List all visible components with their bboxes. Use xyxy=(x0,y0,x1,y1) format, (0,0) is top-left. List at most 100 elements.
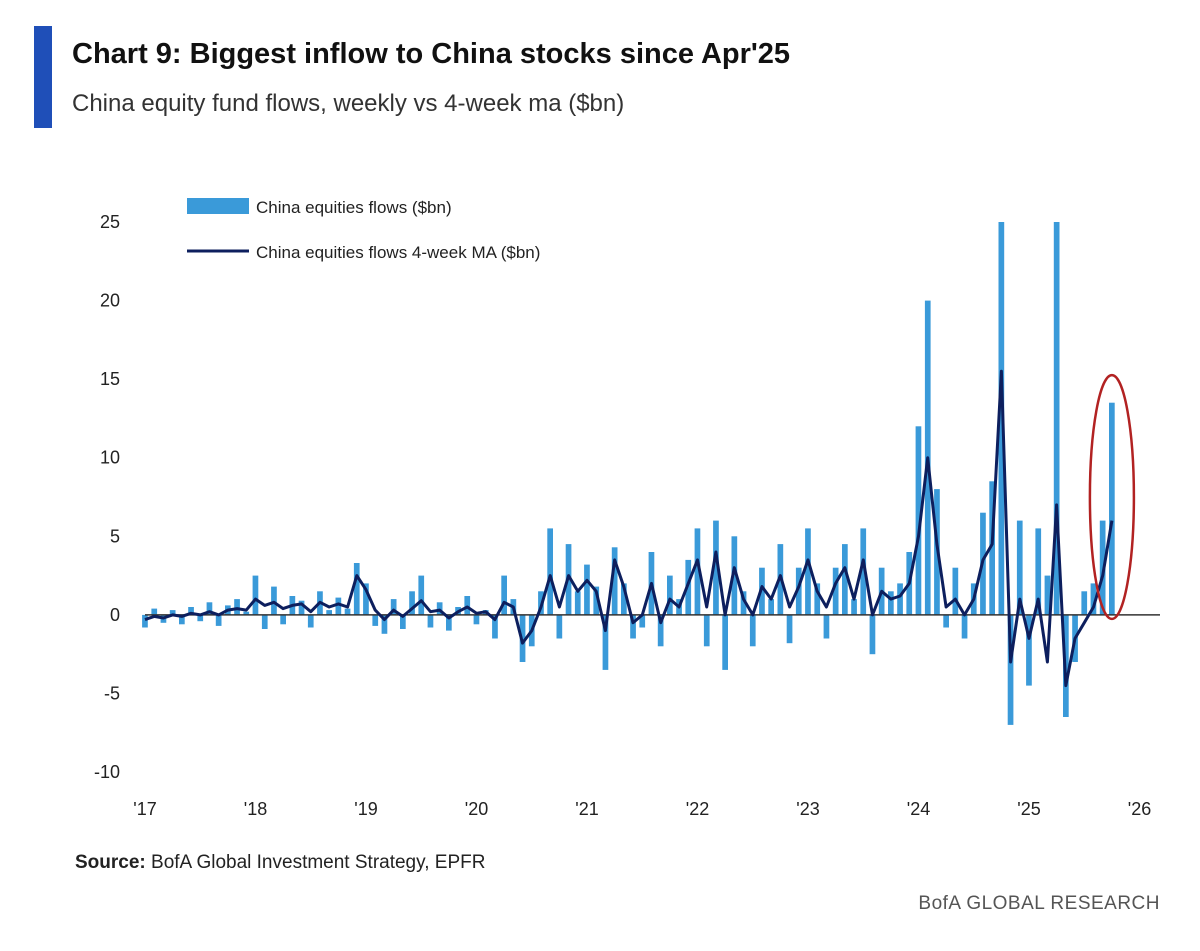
flow-bar xyxy=(446,614,452,631)
x-tick-label: '24 xyxy=(907,799,930,819)
flow-bar xyxy=(842,544,848,615)
flow-bar xyxy=(1090,583,1097,615)
flow-bar xyxy=(215,614,222,626)
legend: China equities flows ($bn) China equitie… xyxy=(187,198,540,262)
flow-bar xyxy=(731,536,738,615)
y-axis-ticks: 25 20 15 10 5 0 -5 -10 xyxy=(94,212,120,782)
ma-series-line xyxy=(144,369,1114,688)
flow-bar xyxy=(234,599,240,615)
x-tick-label: '19 xyxy=(354,799,377,819)
flow-bar xyxy=(492,614,498,639)
flow-bar xyxy=(722,614,728,670)
y-tick-label: -10 xyxy=(94,762,120,782)
flow-bar xyxy=(344,608,351,615)
flows-chart: 25 20 15 10 5 0 -5 -10 '17 '18 '19 '20 '21 '22 '23 '24… xyxy=(94,198,1160,819)
flow-bar xyxy=(390,599,397,615)
y-tick-label: 15 xyxy=(100,369,120,389)
flow-bar xyxy=(713,520,719,615)
x-tick-label: '22 xyxy=(686,799,709,819)
x-tick-label: '21 xyxy=(575,799,598,819)
flow-bar xyxy=(639,614,646,628)
flow-bar xyxy=(418,575,425,615)
flow-bar xyxy=(547,528,553,615)
flow-bar xyxy=(243,611,250,615)
chart-title: Chart 9: Biggest inflow to China stocks … xyxy=(72,38,791,70)
flow-bar xyxy=(961,614,968,639)
flow-bar xyxy=(593,586,600,615)
flow-bar xyxy=(271,586,277,615)
flow-bar xyxy=(381,614,388,634)
flow-bar xyxy=(860,528,867,615)
flow-bar xyxy=(1007,614,1014,725)
source-label: Source: xyxy=(75,852,146,873)
flow-bar xyxy=(989,481,995,615)
flow-bar xyxy=(1053,222,1060,615)
flow-bar xyxy=(409,591,415,615)
title-accent-bar xyxy=(34,26,52,128)
flow-bar xyxy=(888,591,894,615)
flow-bar xyxy=(998,222,1005,615)
flow-bar xyxy=(768,599,774,615)
source-text: BofA Global Investment Strategy, EPFR xyxy=(145,852,486,873)
flow-bar xyxy=(307,614,314,628)
flow-bar xyxy=(602,614,609,670)
flow-bar xyxy=(151,608,158,615)
flow-bar xyxy=(179,614,185,625)
flow-bar xyxy=(1109,402,1115,615)
flow-bar xyxy=(574,591,581,615)
flow-bar xyxy=(335,597,342,615)
flow-bar xyxy=(851,599,857,615)
flow-bar xyxy=(501,575,507,615)
flow-bar xyxy=(694,528,701,615)
flow-bar xyxy=(667,575,673,615)
flow-bar xyxy=(1035,528,1042,615)
x-tick-label: '20 xyxy=(465,799,488,819)
flow-bar xyxy=(621,583,627,615)
flow-bar xyxy=(1016,520,1023,615)
flow-bar xyxy=(206,602,213,615)
flow-bar xyxy=(740,591,747,615)
flow-bar xyxy=(1044,575,1051,615)
flow-bar xyxy=(464,596,471,615)
y-tick-label: -5 xyxy=(104,683,120,703)
highlight-ellipse xyxy=(1088,373,1136,621)
y-tick-label: 0 xyxy=(110,605,120,625)
flow-bar xyxy=(869,614,876,655)
flow-bar xyxy=(372,614,379,626)
y-tick-label: 25 xyxy=(100,212,120,232)
flow-bar xyxy=(786,614,793,644)
flow-bar xyxy=(400,614,406,629)
x-tick-label: '26 xyxy=(1128,799,1151,819)
flow-bar xyxy=(280,614,286,625)
y-tick-label: 5 xyxy=(110,526,120,546)
flow-bar xyxy=(915,426,922,615)
flow-bar xyxy=(943,614,949,628)
flow-bar xyxy=(805,528,811,615)
flow-bar xyxy=(363,583,369,615)
flow-bar xyxy=(556,614,563,639)
source-note: Source: BofA Global Investment Strategy,… xyxy=(75,852,485,874)
flow-bar xyxy=(657,614,664,647)
flow-bar xyxy=(473,614,480,625)
x-tick-label: '18 xyxy=(244,799,267,819)
brand-label: BofA GLOBAL RESEARCH xyxy=(918,893,1160,914)
y-tick-label: 10 xyxy=(100,448,120,468)
flow-bar xyxy=(795,567,802,615)
chart-subtitle: China equity fund flows, weekly vs 4-wee… xyxy=(72,90,625,117)
flow-bar xyxy=(436,602,443,615)
flow-bar xyxy=(188,607,194,615)
legend-bar-swatch xyxy=(187,198,249,214)
flow-bar xyxy=(298,600,305,615)
legend-label-ma: China equities flows 4-week MA ($bn) xyxy=(256,243,540,262)
flow-bar xyxy=(630,614,636,639)
flow-bar xyxy=(427,614,434,628)
flow-bar xyxy=(326,610,332,615)
flow-bar xyxy=(897,583,903,615)
flow-bar xyxy=(814,583,821,615)
x-tick-label: '25 xyxy=(1017,799,1040,819)
flow-bar xyxy=(611,547,618,615)
flow-bar xyxy=(142,614,148,628)
flow-bar xyxy=(252,575,259,615)
x-axis-ticks: '17 '18 '19 '20 '21 '22 '23 '24 '25 '26 xyxy=(133,799,1151,819)
flow-bar xyxy=(261,614,268,629)
